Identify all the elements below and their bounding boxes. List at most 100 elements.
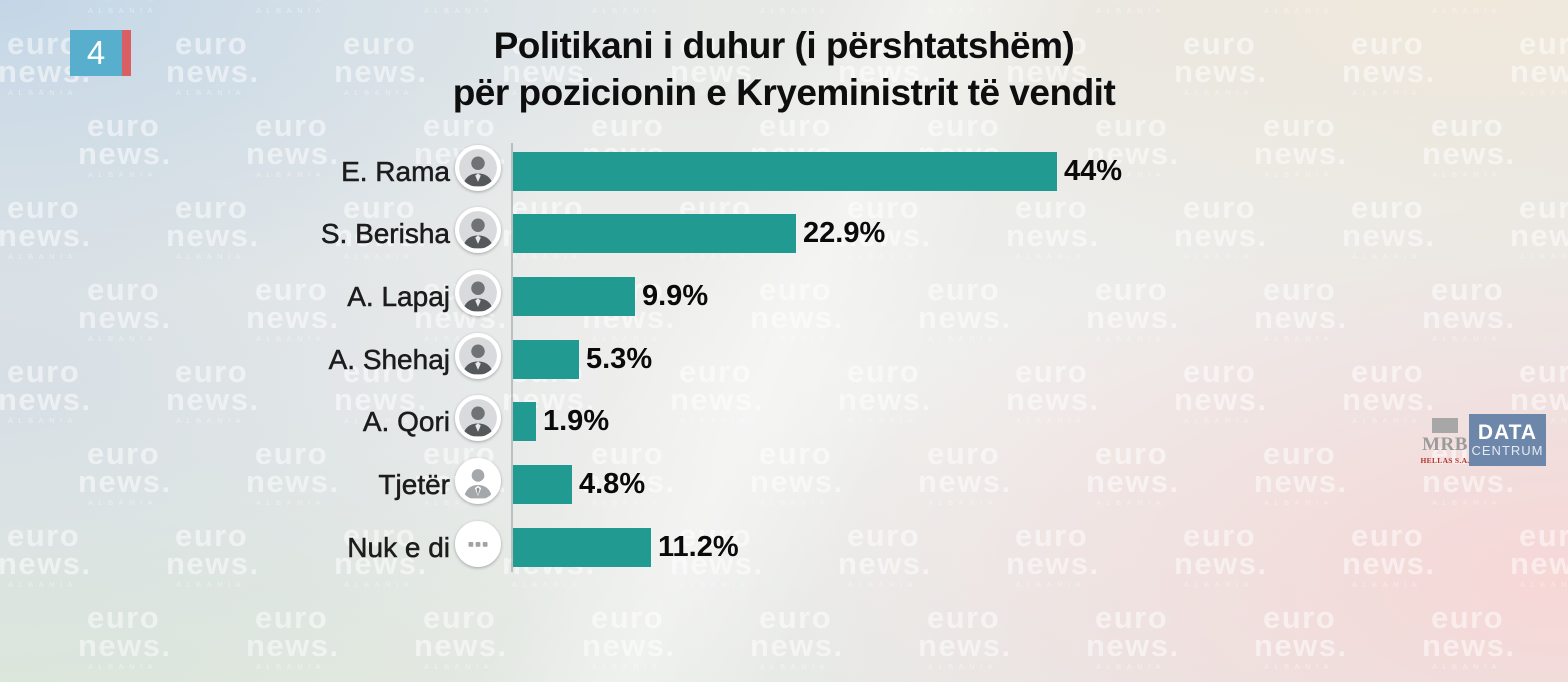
value-label: 44% xyxy=(1064,155,1123,187)
slide-number-stripe xyxy=(122,30,131,76)
avatar-ellipsis-icon xyxy=(455,521,501,567)
bar xyxy=(513,214,796,253)
mrb-logo-subtext: HELLAS S.A. xyxy=(1420,456,1470,465)
avatar-photo-a-shehaj-icon xyxy=(455,333,501,379)
slide-number-box: 4 xyxy=(70,30,131,76)
category-label: S. Berisha xyxy=(320,218,451,250)
mrb-logo: MRB HELLAS S.A. xyxy=(1421,414,1469,466)
page-title-line-1: Politikani i duhur (i përshtatshëm) xyxy=(493,25,1075,66)
value-label: 9.9% xyxy=(642,280,709,312)
chart-row: Tjetër 4.8% xyxy=(0,458,1568,504)
avatar-photo-e-rama-icon xyxy=(455,145,501,191)
value-label: 1.9% xyxy=(543,405,610,437)
datacentrum-logo-top: DATA xyxy=(1477,420,1538,444)
category-label: A. Qori xyxy=(362,406,451,438)
category-label: A. Shehaj xyxy=(328,344,450,376)
category-label: Nuk e di xyxy=(347,532,450,564)
bar xyxy=(513,152,1057,191)
bar xyxy=(513,465,572,504)
value-label: 22.9% xyxy=(803,217,886,249)
datacentrum-logo-bottom: CENTRUM xyxy=(1471,442,1544,458)
avatar-photo-a-qori-icon xyxy=(455,395,501,441)
avatar-photo-a-lapaj-icon xyxy=(455,270,501,316)
bar xyxy=(513,402,536,441)
page-title-line-2: për pozicionin e Kryeministrit të vendit xyxy=(452,72,1116,113)
chart-row: A. Qori 1.9% xyxy=(0,395,1568,441)
mrb-logo-text: MRB xyxy=(1422,434,1468,455)
category-label: E. Rama xyxy=(341,156,450,188)
bar xyxy=(513,528,651,567)
page-title: Politikani i duhur (i përshtatshëm) për … xyxy=(0,22,1568,116)
bar xyxy=(513,277,635,316)
value-label: 5.3% xyxy=(586,343,653,375)
bar xyxy=(513,340,579,379)
chart-row: E. Rama 44% xyxy=(0,145,1568,191)
mrb-logo-block-icon xyxy=(1432,418,1458,433)
value-label: 11.2% xyxy=(658,531,739,563)
chart-row: A. Shehaj 5.3% xyxy=(0,333,1568,379)
